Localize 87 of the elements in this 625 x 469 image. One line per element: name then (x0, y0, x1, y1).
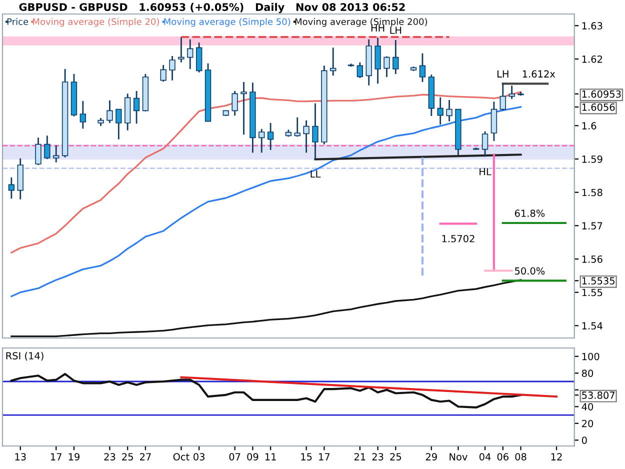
candlestick (267, 122, 274, 151)
candlestick (356, 62, 364, 79)
y-tick-label: 1.56 (582, 255, 602, 263)
candlestick (446, 99, 452, 122)
candlestick (80, 100, 86, 130)
candlestick (330, 46, 336, 76)
candlestick (303, 120, 310, 154)
y-tick-label: 1.5535 (582, 277, 614, 284)
candlestick (490, 100, 498, 142)
line-series (10, 279, 522, 338)
y-tick-label: 1.54 (582, 322, 602, 330)
candlestick (312, 102, 318, 160)
y-tick-label: 1.6 (582, 122, 596, 130)
x-tick-label: Oct (173, 453, 190, 460)
x-tick-label: 08 (515, 453, 526, 460)
x-tick-label: 11 (265, 453, 276, 460)
candlestick (294, 116, 300, 138)
candlestick (482, 130, 488, 158)
legend-label: Moving average (Simple 50) (164, 18, 290, 27)
candlestick (196, 42, 202, 74)
candlestick (392, 39, 399, 75)
chart-title: GBPUSD - GBPUSD 1.60953 (+0.05%) Daily Nov 08 2013 06:52 (19, 2, 405, 14)
annotation: LH (497, 70, 508, 78)
candlestick (178, 36, 184, 64)
x-tick-label: 07 (229, 453, 240, 460)
x-tick-label: Nov (450, 453, 468, 460)
candlestick (384, 56, 390, 78)
x-tick-label: 25 (390, 453, 401, 460)
candlestick (240, 81, 247, 136)
candlestick (232, 90, 238, 116)
x-tick-label: 17 (50, 453, 62, 460)
annotation: LL (310, 170, 321, 178)
line-series (10, 372, 522, 409)
y-tick-label: 1.60953 (582, 90, 621, 98)
y-tick-label: 53.807 (582, 392, 615, 399)
y-tick-label: 1.6056 (582, 103, 615, 111)
candlestick (106, 100, 113, 124)
x-tick-label: 13 (15, 453, 26, 460)
candlestick (187, 38, 194, 70)
legend-label: Moving average (Simple 20) (33, 18, 159, 27)
y-tick-label: 1.63 (582, 22, 602, 30)
x-tick-label: 09 (247, 453, 258, 460)
x-tick-label: 23 (104, 453, 116, 460)
candlestick (508, 84, 515, 100)
y-tick-label: 0 (582, 436, 587, 444)
annotation: 50.0% (515, 267, 545, 275)
candlestick (500, 82, 506, 112)
y-tick-label: 40 (582, 403, 594, 410)
y-tick-label: 1.55 (582, 288, 602, 296)
candlestick (53, 144, 60, 164)
y-tick-label: 20 (582, 420, 594, 428)
candlestick (35, 136, 42, 166)
x-tick-label: 25 (122, 453, 133, 460)
candlestick (44, 134, 50, 160)
annotation: LH (390, 26, 402, 34)
x-tick-label: 19 (68, 453, 80, 460)
x-tick-label: 29 (426, 453, 437, 460)
x-tick-label: 03 (194, 453, 204, 460)
candlestick (133, 90, 140, 124)
x-tick-label: 27 (140, 453, 151, 460)
candlestick (116, 108, 122, 140)
x-tick-label: 23 (372, 453, 384, 460)
candlestick (437, 96, 444, 126)
y-tick-label: 1.59 (582, 155, 602, 163)
y-tick-label: 1.57 (582, 222, 602, 230)
candlestick (374, 36, 381, 84)
candlestick (258, 128, 265, 154)
candlestick (169, 55, 176, 82)
y-tick-label: 1.62 (582, 55, 602, 63)
x-tick-label: 15 (301, 453, 312, 460)
x-tick-label: 06 (497, 453, 508, 460)
candlestick (419, 52, 426, 83)
x-tick-label: 17 (319, 453, 330, 460)
y-tick-label: 100 (582, 352, 600, 360)
x-tick-label: 12 (551, 453, 562, 460)
annotation: HL (480, 168, 492, 176)
y-tick-label: 80 (582, 370, 594, 377)
candlestick (8, 176, 15, 200)
x-tick-label: 21 (354, 453, 366, 460)
x-tick-label: 04 (479, 453, 491, 460)
y-tick-label: 1.58 (582, 188, 602, 196)
chart-title: RSI (14) (6, 352, 44, 361)
annotation: 61.8% (514, 210, 545, 217)
annotation: 1.612x (522, 70, 556, 78)
candlestick (160, 64, 166, 82)
legend-label: Price (7, 18, 28, 26)
annotation: 1.5702 (442, 234, 474, 242)
